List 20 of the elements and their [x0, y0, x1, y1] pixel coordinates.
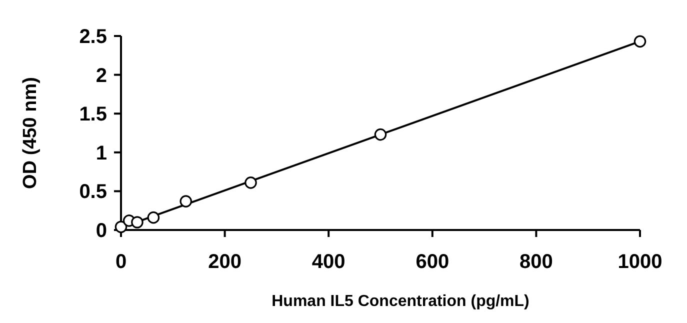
point [180, 195, 192, 208]
y-tick-label: 2.5 [79, 26, 107, 48]
point [131, 216, 144, 228]
x-tick-label: 600 [416, 251, 450, 273]
y-axis-title: OD (450 nm) [20, 77, 41, 189]
x-axis-title: Human IL5 Concentration (pg/mL) [272, 293, 530, 310]
point [374, 128, 387, 141]
y-tick-label: 0 [96, 220, 107, 242]
y-tick-label: 1.5 [79, 104, 107, 126]
point [634, 35, 646, 48]
x-tick-label: 400 [312, 251, 346, 273]
point [147, 211, 160, 224]
x-tick-label: 1000 [618, 251, 662, 273]
x-tick-label: 200 [208, 251, 242, 273]
point [244, 176, 257, 189]
x-tick-label: 800 [520, 251, 553, 273]
y-tick-label: 1 [96, 142, 107, 164]
x-tick-label: 0 [115, 251, 127, 273]
y-tick-label: 0.5 [79, 181, 107, 204]
y-tick-label: 2 [96, 64, 107, 87]
